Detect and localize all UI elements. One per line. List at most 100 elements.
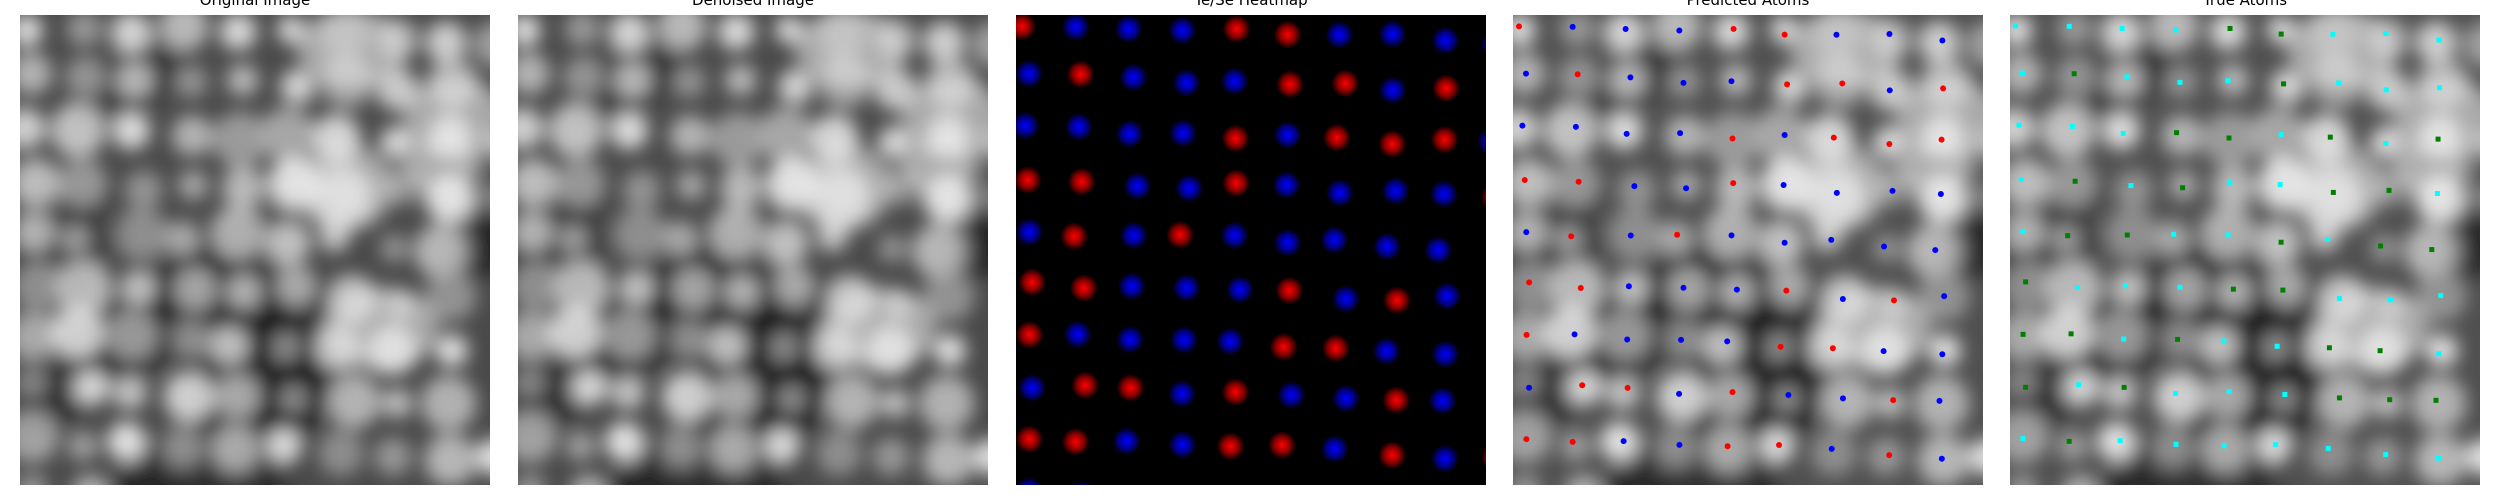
panel-denoised-image: Denoised Image bbox=[518, 0, 988, 500]
true-atom-type-a bbox=[2435, 455, 2441, 461]
te-heat-spot bbox=[1432, 74, 1461, 103]
true-atom-type-b bbox=[2227, 25, 2233, 31]
se-heat-spot bbox=[1168, 379, 1197, 408]
true-atom-type-a bbox=[2225, 78, 2231, 84]
true-atom-type-a bbox=[2336, 295, 2342, 301]
te-heat-spot bbox=[1016, 166, 1042, 195]
se-heat-spot bbox=[1169, 119, 1198, 148]
predicted-te-atom bbox=[1674, 231, 1681, 238]
se-heat-spot bbox=[1424, 236, 1453, 265]
predicted-se-atom bbox=[1622, 26, 1629, 33]
te-heat-spot bbox=[1066, 60, 1095, 89]
true-atom-type-a bbox=[2128, 183, 2134, 189]
predicted-te-atom bbox=[1730, 25, 1737, 32]
true-atom-type-b bbox=[2281, 81, 2287, 87]
predicted-se-atom bbox=[1523, 229, 1530, 236]
predicted-se-atom bbox=[1839, 295, 1846, 302]
true-atom-type-b bbox=[2336, 395, 2342, 401]
predicted-te-atom bbox=[1829, 345, 1836, 352]
predicted-se-atom bbox=[1839, 395, 1846, 402]
predicted-se-atom bbox=[1677, 130, 1684, 137]
true-atom-type-a bbox=[2016, 122, 2022, 128]
se-heat-spot bbox=[1220, 67, 1249, 96]
predicted-se-atom bbox=[1781, 132, 1788, 139]
se-heat-spot bbox=[1064, 112, 1093, 141]
true-atom-type-a bbox=[2383, 87, 2389, 93]
true-atom-type-b bbox=[2226, 135, 2232, 141]
true-atom-type-a bbox=[2171, 231, 2177, 237]
predicted-te-atom bbox=[1890, 397, 1897, 404]
se-heat-spot bbox=[1320, 434, 1349, 463]
true-atom-type-a bbox=[2066, 23, 2072, 29]
te-heat-spot bbox=[1378, 130, 1407, 159]
true-atom-type-b bbox=[2377, 348, 2383, 354]
true-atom-type-a bbox=[2124, 74, 2130, 80]
predicted-se-atom bbox=[1780, 182, 1787, 189]
predicted-te-atom bbox=[1569, 438, 1576, 445]
true-atoms-image bbox=[2010, 15, 2480, 485]
se-heat-spot bbox=[1428, 386, 1457, 415]
true-atom-type-b bbox=[2023, 384, 2029, 390]
te-heat-spot bbox=[1322, 123, 1351, 152]
true-atom-type-b bbox=[2121, 384, 2127, 390]
true-atom-type-b bbox=[2174, 130, 2180, 136]
se-heat-spot bbox=[1480, 33, 1486, 56]
true-atom-type-b bbox=[2180, 185, 2186, 191]
predicted-te-atom bbox=[1624, 384, 1631, 391]
te-heat-spot bbox=[1216, 432, 1245, 461]
true-atom-type-a bbox=[2227, 180, 2233, 186]
predicted-se-atom bbox=[1627, 74, 1634, 81]
te-heat-spot bbox=[1018, 268, 1047, 297]
predicted-te-atom bbox=[1781, 31, 1788, 38]
true-atom-type-a bbox=[2020, 229, 2026, 235]
true-atom-type-a bbox=[2173, 27, 2179, 33]
true-atom-type-b bbox=[2124, 232, 2130, 238]
se-heat-spot bbox=[1172, 68, 1201, 97]
te-heat-spot bbox=[1273, 20, 1302, 49]
se-heat-spot bbox=[1273, 121, 1302, 150]
panel-title: Denoised Image bbox=[692, 0, 814, 9]
predicted-se-atom bbox=[1733, 286, 1740, 293]
true-atom-type-a bbox=[2221, 443, 2227, 449]
true-atom-type-b bbox=[2072, 178, 2078, 184]
true-atom-type-a bbox=[2325, 445, 2331, 451]
predicted-se-atom bbox=[1938, 455, 1945, 462]
se-heat-spot bbox=[1431, 26, 1460, 55]
predicted-te-atom bbox=[1568, 233, 1575, 240]
original-image bbox=[20, 15, 490, 485]
true-atom-type-a bbox=[2173, 441, 2179, 447]
true-atom-type-a bbox=[2274, 343, 2280, 349]
predicted-te-atom bbox=[1729, 135, 1736, 142]
true-atom-type-a bbox=[2119, 26, 2125, 32]
true-atom-type-a bbox=[2013, 23, 2019, 29]
predicted-se-atom bbox=[1625, 283, 1632, 290]
predicted-se-atom bbox=[1623, 130, 1630, 137]
te-heat-spot bbox=[1221, 378, 1250, 407]
predicted-se-atom bbox=[1571, 331, 1578, 338]
true-atom-type-b bbox=[2278, 31, 2284, 37]
true-atom-type-a bbox=[2225, 232, 2231, 238]
predicted-se-atom bbox=[1728, 78, 1735, 85]
se-heat-spot bbox=[1168, 430, 1197, 459]
true-atom-type-b bbox=[2071, 71, 2077, 77]
te-heat-spot bbox=[1430, 125, 1459, 154]
predicted-te-atom bbox=[1886, 452, 1893, 459]
true-atom-type-a bbox=[2121, 336, 2127, 342]
se-heat-spot bbox=[1016, 59, 1043, 88]
true-atom-type-a bbox=[2437, 85, 2443, 91]
true-atom-type-a bbox=[2438, 293, 2444, 299]
true-atom-type-a bbox=[2278, 132, 2284, 138]
true-atom-type-a bbox=[2387, 297, 2393, 303]
se-heat-spot bbox=[1272, 171, 1301, 200]
se-heat-spot bbox=[1117, 272, 1146, 301]
predicted-se-atom bbox=[1683, 185, 1690, 192]
te-heat-spot bbox=[1016, 425, 1044, 454]
te-heat-spot bbox=[1269, 332, 1298, 361]
predicted-se-atom bbox=[1627, 232, 1634, 239]
true-atom-type-a bbox=[2383, 30, 2389, 36]
image-frame bbox=[20, 15, 490, 485]
true-atom-type-a bbox=[2074, 285, 2080, 291]
true-atom-type-a bbox=[2325, 236, 2331, 242]
predicted-se-atom bbox=[1828, 445, 1835, 452]
predicted-te-atom bbox=[1784, 81, 1791, 88]
